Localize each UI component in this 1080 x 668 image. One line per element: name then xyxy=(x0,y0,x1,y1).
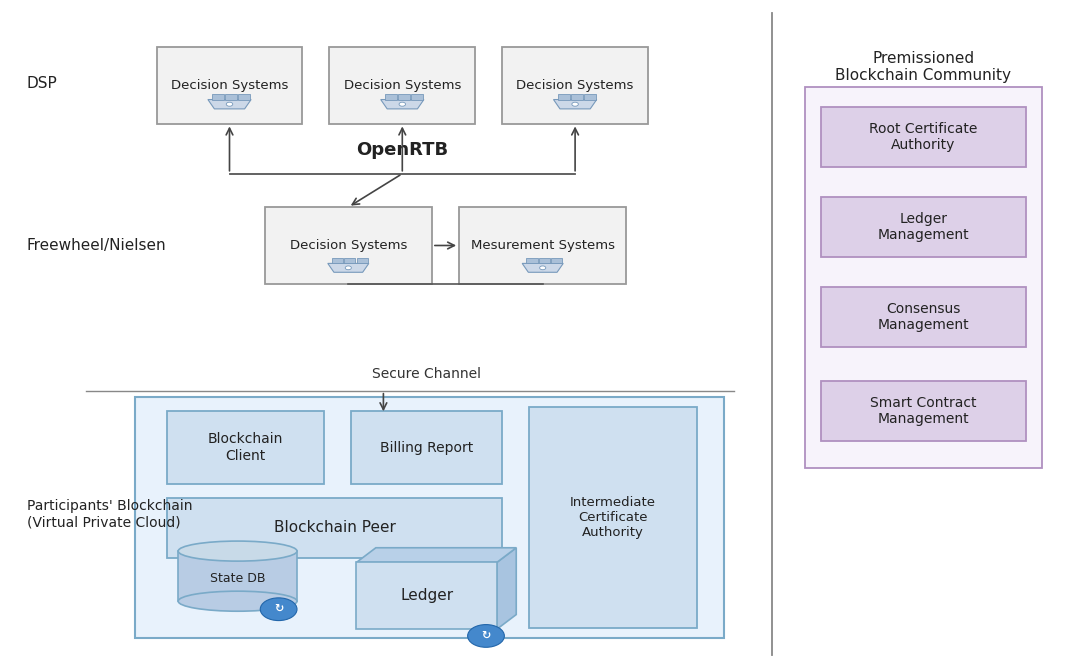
Text: Root Certificate
Authority: Root Certificate Authority xyxy=(869,122,977,152)
Bar xyxy=(399,94,410,100)
FancyBboxPatch shape xyxy=(529,407,697,628)
Bar xyxy=(570,94,583,100)
FancyBboxPatch shape xyxy=(821,197,1026,257)
Text: Participants' Blockchain
(Virtual Private Cloud): Participants' Blockchain (Virtual Privat… xyxy=(27,499,192,530)
Bar xyxy=(356,258,368,263)
Ellipse shape xyxy=(178,541,297,561)
Polygon shape xyxy=(356,548,516,562)
Bar xyxy=(557,94,570,100)
Polygon shape xyxy=(497,548,516,629)
Ellipse shape xyxy=(178,591,297,611)
FancyBboxPatch shape xyxy=(157,47,302,124)
FancyBboxPatch shape xyxy=(167,411,324,484)
FancyBboxPatch shape xyxy=(805,87,1042,468)
Text: Secure Channel: Secure Channel xyxy=(373,367,481,381)
Text: OpenRTB: OpenRTB xyxy=(356,141,448,159)
Bar xyxy=(526,258,538,263)
Text: Decision Systems: Decision Systems xyxy=(289,239,407,252)
FancyBboxPatch shape xyxy=(821,381,1026,441)
Bar xyxy=(178,551,297,601)
Bar xyxy=(225,94,238,100)
Bar xyxy=(410,94,423,100)
Text: Decision Systems: Decision Systems xyxy=(171,79,288,92)
FancyBboxPatch shape xyxy=(265,207,432,284)
Bar xyxy=(212,94,225,100)
Text: Intermediate
Certificate
Authority: Intermediate Certificate Authority xyxy=(570,496,656,539)
Bar xyxy=(332,258,343,263)
Text: Decision Systems: Decision Systems xyxy=(516,79,634,92)
Text: Freewheel/Nielsen: Freewheel/Nielsen xyxy=(27,238,166,253)
Polygon shape xyxy=(328,263,369,273)
FancyBboxPatch shape xyxy=(459,207,626,284)
Text: Premissioned
Blockchain Community: Premissioned Blockchain Community xyxy=(836,51,1011,83)
FancyBboxPatch shape xyxy=(329,47,475,124)
Text: Ledger
Management: Ledger Management xyxy=(878,212,969,242)
Polygon shape xyxy=(207,100,251,109)
Bar xyxy=(539,258,550,263)
FancyBboxPatch shape xyxy=(821,287,1026,347)
Circle shape xyxy=(468,625,504,647)
Circle shape xyxy=(227,102,233,106)
Bar xyxy=(239,94,251,100)
Bar xyxy=(583,94,596,100)
FancyBboxPatch shape xyxy=(351,411,502,484)
Circle shape xyxy=(540,266,545,270)
Bar xyxy=(551,258,563,263)
Circle shape xyxy=(399,102,406,106)
Text: ↻: ↻ xyxy=(274,605,283,614)
Text: Ledger: Ledger xyxy=(400,589,454,603)
FancyBboxPatch shape xyxy=(167,498,502,558)
Polygon shape xyxy=(380,100,424,109)
FancyBboxPatch shape xyxy=(135,397,724,638)
FancyBboxPatch shape xyxy=(821,107,1026,167)
Text: Decision Systems: Decision Systems xyxy=(343,79,461,92)
Bar xyxy=(345,258,355,263)
FancyBboxPatch shape xyxy=(502,47,648,124)
Text: Blockchain Peer: Blockchain Peer xyxy=(274,520,395,535)
Text: ↻: ↻ xyxy=(482,631,490,641)
Text: Mesurement Systems: Mesurement Systems xyxy=(471,239,615,252)
Circle shape xyxy=(346,266,351,270)
Text: Consensus
Management: Consensus Management xyxy=(878,302,969,333)
Text: DSP: DSP xyxy=(27,76,57,91)
Polygon shape xyxy=(554,100,597,109)
Text: State DB: State DB xyxy=(210,572,266,585)
FancyBboxPatch shape xyxy=(356,562,497,629)
Text: Billing Report: Billing Report xyxy=(380,441,473,454)
Bar xyxy=(384,94,397,100)
Polygon shape xyxy=(523,263,564,273)
Circle shape xyxy=(572,102,579,106)
Text: Blockchain
Client: Blockchain Client xyxy=(208,432,283,463)
Circle shape xyxy=(260,598,297,621)
Text: Smart Contract
Management: Smart Contract Management xyxy=(870,395,976,426)
